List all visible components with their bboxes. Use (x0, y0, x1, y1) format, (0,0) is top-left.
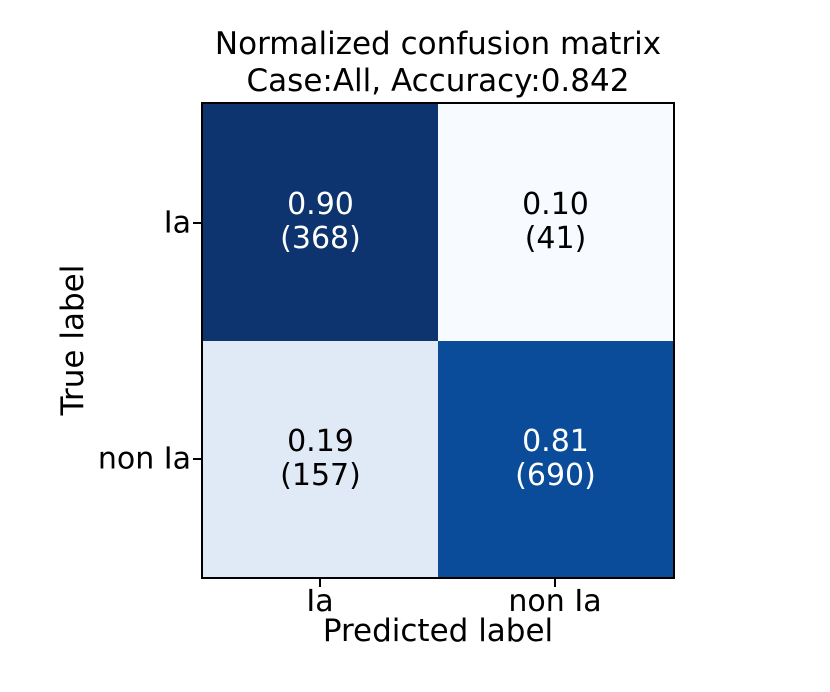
cell-normalized-value: 0.90 (287, 187, 354, 223)
cell-normalized-value: 0.10 (522, 187, 589, 223)
cell-normalized-value: 0.19 (287, 423, 354, 459)
x-tick-label-nonia: non Ia (508, 584, 602, 619)
chart-title: Normalized confusion matrix Case:All, Ac… (0, 26, 830, 100)
cell-normalized-value: 0.81 (522, 423, 589, 459)
matrix-cell-true-ia-pred-nonia: 0.10 (41) (438, 104, 673, 341)
y-tick-label-ia: Ia (163, 205, 191, 241)
y-tick-label-nonia: non Ia (97, 441, 191, 477)
cell-count: (157) (280, 457, 361, 493)
chart-title-line1: Normalized confusion matrix (214, 26, 662, 62)
x-tick-mark-nonia (554, 579, 556, 587)
y-tick-mark-ia (193, 222, 201, 224)
matrix-cell-true-nonia-pred-ia: 0.19 (157) (203, 340, 438, 577)
x-tick-label-ia: Ia (306, 584, 334, 619)
x-tick-mark-ia (319, 579, 321, 587)
x-axis-label: Predicted label (0, 613, 830, 649)
matrix-cell-true-nonia-pred-nonia: 0.81 (690) (438, 340, 673, 577)
cell-count: (368) (280, 221, 361, 257)
y-axis-label-text: True label (55, 264, 91, 416)
cell-count: (41) (524, 221, 587, 257)
chart-title-line2: Case:All, Accuracy:0.842 (246, 63, 630, 99)
matrix-cell-true-ia-pred-ia: 0.90 (368) (203, 104, 438, 341)
x-axis-label-text: Predicted label (322, 613, 554, 649)
y-tick-mark-nonia (193, 458, 201, 460)
confusion-matrix-heatmap: 0.90 (368) 0.10 (41) 0.19 (157) 0.81 (69… (201, 102, 675, 579)
cell-count: (690) (515, 457, 596, 493)
